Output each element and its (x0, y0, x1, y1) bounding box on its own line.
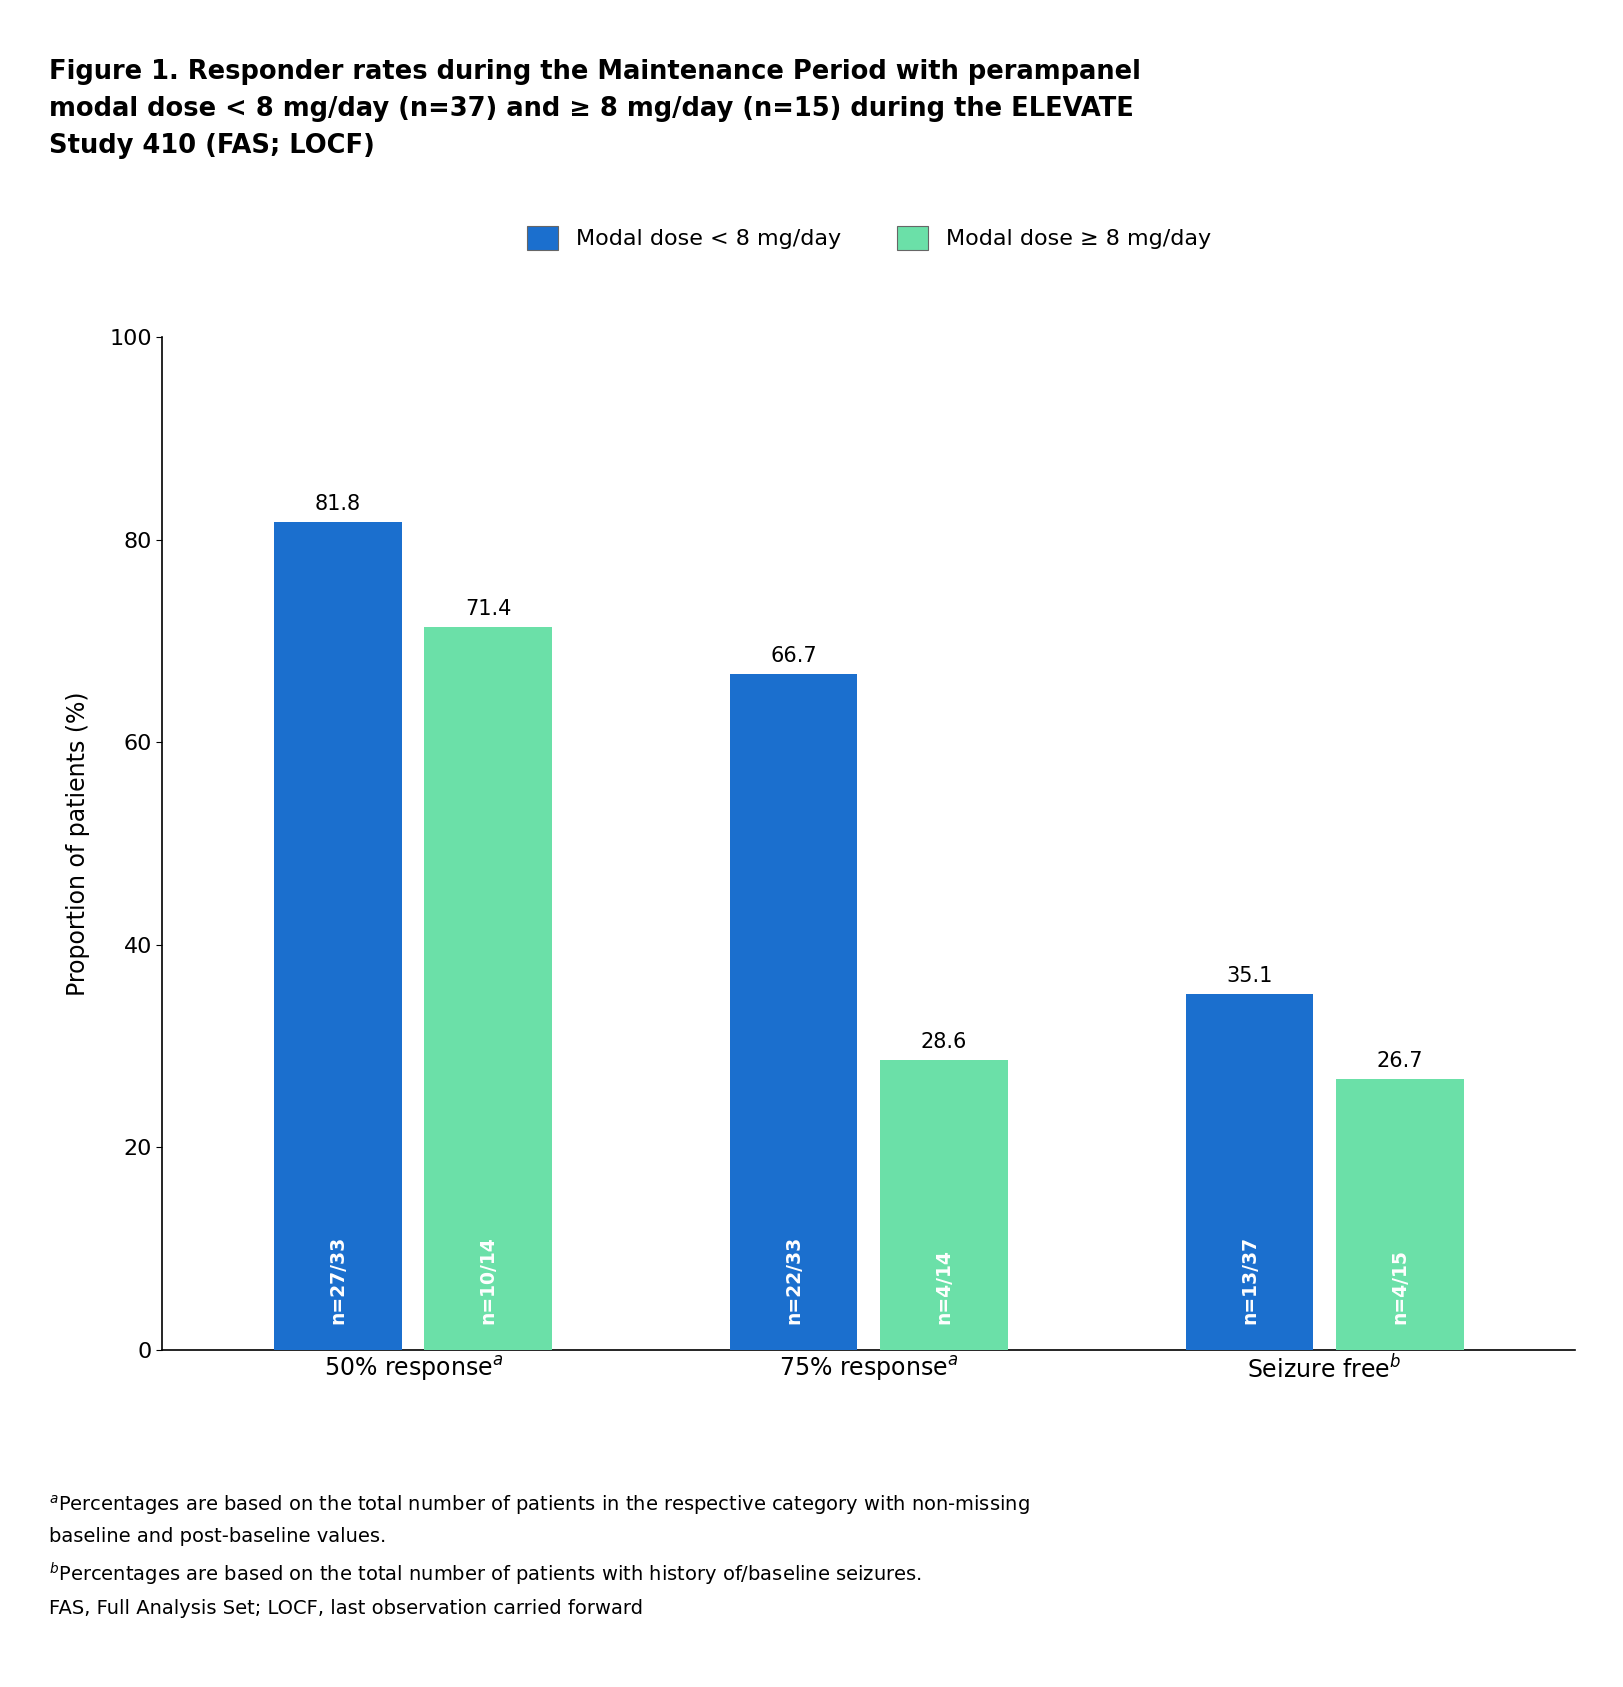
Text: n=13/37: n=13/37 (1238, 1237, 1258, 1324)
Legend: Modal dose < 8 mg/day, Modal dose ≥ 8 mg/day: Modal dose < 8 mg/day, Modal dose ≥ 8 mg… (518, 218, 1219, 258)
Text: 81.8: 81.8 (315, 494, 360, 513)
Text: n=27/33: n=27/33 (328, 1237, 347, 1324)
Text: 66.7: 66.7 (769, 646, 816, 666)
Y-axis label: Proportion of patients (%): Proportion of patients (%) (67, 692, 89, 995)
Text: 71.4: 71.4 (464, 599, 511, 619)
Bar (729, 675, 857, 1350)
Text: n=4/15: n=4/15 (1389, 1250, 1409, 1324)
Bar (1336, 1080, 1462, 1350)
Text: $^a$Percentages are based on the total number of patients in the respective cate: $^a$Percentages are based on the total n… (49, 1493, 1029, 1618)
Text: 35.1: 35.1 (1225, 967, 1272, 987)
Text: Figure 1. Responder rates during the Maintenance Period with perampanel
modal do: Figure 1. Responder rates during the Mai… (49, 59, 1139, 159)
Text: n=10/14: n=10/14 (479, 1237, 498, 1324)
Text: 26.7: 26.7 (1376, 1051, 1422, 1071)
Text: n=4/14: n=4/14 (933, 1250, 953, 1324)
Bar (1185, 994, 1313, 1350)
Text: n=22/33: n=22/33 (784, 1237, 803, 1324)
Bar (424, 628, 552, 1350)
Bar (274, 521, 401, 1350)
Bar (880, 1059, 1008, 1350)
Text: 28.6: 28.6 (920, 1032, 967, 1053)
